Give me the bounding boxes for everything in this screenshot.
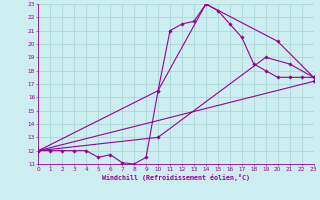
X-axis label: Windchill (Refroidissement éolien,°C): Windchill (Refroidissement éolien,°C) [102,174,250,181]
